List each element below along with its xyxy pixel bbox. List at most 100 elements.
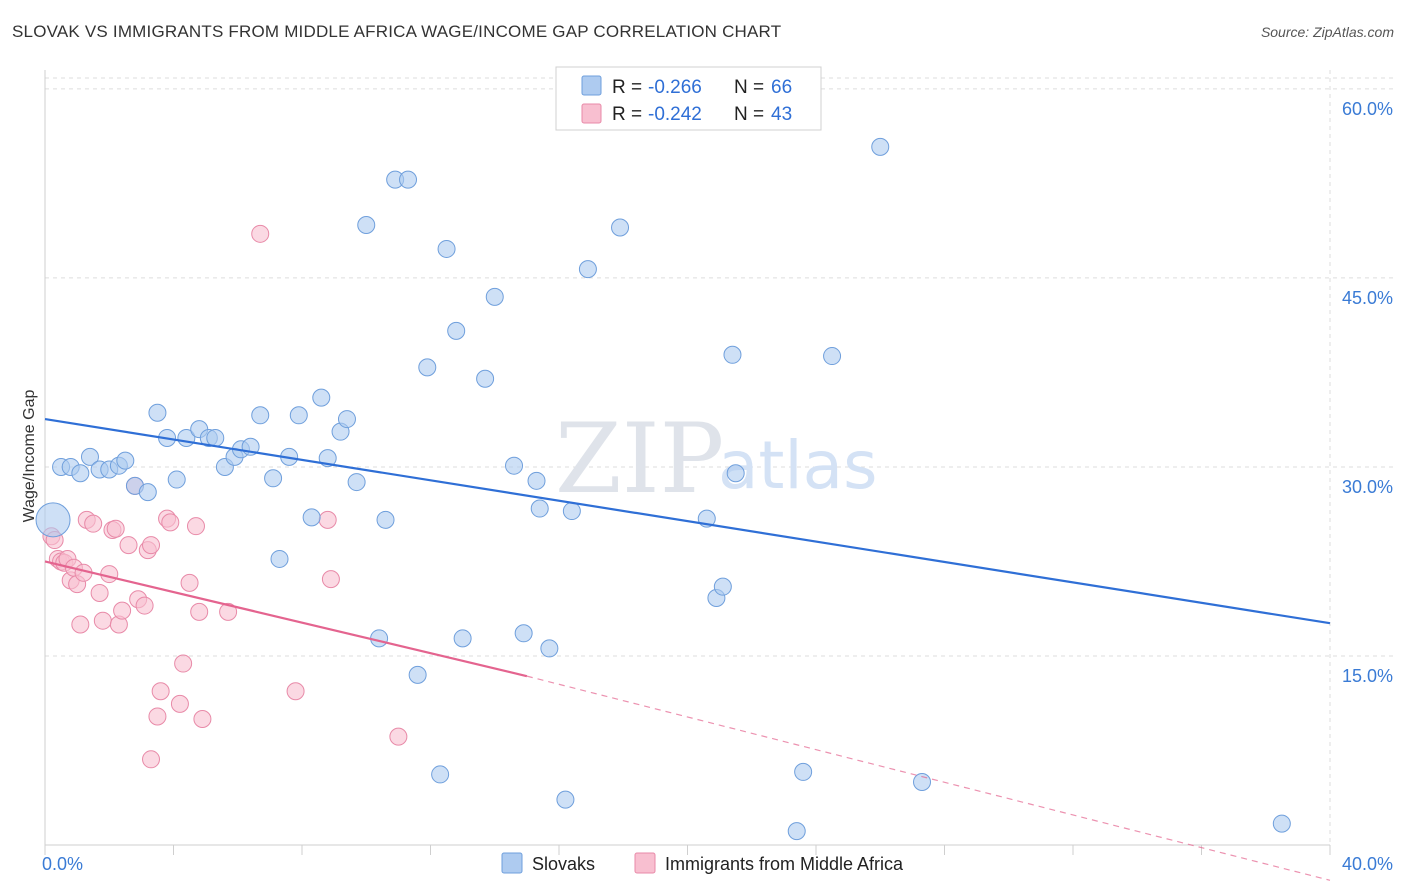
africa-point-36	[193, 709, 212, 728]
slovak-point-10	[138, 483, 157, 502]
africa-point-27	[148, 707, 167, 726]
legend-box: R = -0.266 N = 66 R = -0.242 N = 43	[555, 66, 822, 131]
slovak-point-50	[540, 639, 559, 658]
legend-africa-n-label: N =	[734, 104, 764, 125]
slovak-point-23	[264, 469, 283, 488]
africa-point-31	[170, 694, 189, 713]
slovak-point-47	[514, 624, 533, 643]
slovak-point-34	[370, 629, 389, 648]
africa-point-20	[119, 536, 138, 555]
slovak-point-65	[1272, 814, 1291, 833]
bottom-legend: Slovaks Immigrants from Middle Africa	[501, 852, 904, 874]
africa-point-41	[321, 570, 340, 589]
watermark: ZIP atlas	[555, 403, 878, 515]
legend-swatch-africa	[581, 103, 602, 124]
bottom-legend-africa: Immigrants from Middle Africa	[665, 854, 904, 874]
legend-slovak-n-value: 66	[771, 77, 792, 98]
series-africa-points	[42, 224, 408, 769]
slovak-point-0	[35, 502, 71, 538]
slovak-point-46	[505, 456, 524, 475]
slovak-point-35	[376, 510, 395, 529]
y-tick-label-1: 30.0%	[1342, 477, 1393, 497]
slovak-point-45	[485, 287, 504, 306]
slovak-point-40	[431, 765, 450, 784]
slovak-point-51	[556, 790, 575, 809]
africa-point-28	[151, 682, 170, 701]
legend-africa-n-value: 43	[771, 104, 792, 125]
africa-point-40	[318, 510, 337, 529]
x-tick-label-max: 40.0%	[1342, 854, 1393, 874]
africa-point-15	[100, 565, 119, 584]
bottom-legend-swatch-africa	[634, 852, 656, 874]
africa-point-42	[389, 727, 408, 746]
slovak-point-4	[80, 447, 99, 466]
africa-trend-line	[44, 560, 528, 678]
africa-point-37	[219, 602, 238, 621]
y-axis-label: Wage/Income Gap	[21, 390, 38, 523]
slovak-point-32	[347, 473, 366, 492]
source-label: Source: ZipAtlas.com	[1260, 24, 1394, 40]
slovak-point-8	[116, 451, 135, 470]
africa-point-34	[186, 517, 205, 536]
africa-point-38	[251, 224, 270, 243]
legend-slovak-n-label: N =	[734, 77, 764, 98]
legend-africa-r-label: R =	[612, 104, 642, 125]
slovak-point-49	[530, 499, 549, 518]
slovak-point-52	[562, 502, 581, 521]
bottom-legend-swatch-slovak	[501, 852, 523, 874]
y-tick-labels: 15.0% 30.0% 45.0% 60.0%	[1342, 99, 1393, 686]
slovak-point-53	[578, 260, 597, 279]
africa-point-13	[90, 583, 109, 602]
slovak-point-57	[713, 577, 732, 596]
slovak-point-28	[312, 388, 331, 407]
africa-point-39	[286, 682, 305, 701]
africa-point-30	[161, 513, 180, 532]
legend-africa-r-value: -0.242	[648, 104, 702, 125]
slovak-point-3	[71, 464, 90, 483]
africa-point-32	[174, 654, 193, 673]
slovak-point-63	[871, 137, 890, 156]
africa-point-17	[106, 519, 125, 538]
slovak-point-44	[476, 369, 495, 388]
africa-point-25	[142, 536, 161, 555]
slovak-point-54	[611, 218, 630, 237]
slovak-point-37	[399, 170, 418, 189]
chart-title: SLOVAK VS IMMIGRANTS FROM MIDDLE AFRICA …	[12, 22, 782, 41]
slovak-point-59	[726, 464, 745, 483]
slovak-point-41	[437, 239, 456, 258]
legend-swatch-slovak	[581, 75, 602, 96]
trend-lines	[44, 417, 1331, 881]
watermark-atlas: atlas	[718, 427, 878, 504]
africa-point-9	[71, 615, 90, 634]
legend-slovak-r-value: -0.266	[648, 77, 702, 98]
axes	[44, 70, 1331, 855]
y-tick-label-3: 60.0%	[1342, 99, 1393, 119]
slovak-point-31	[337, 410, 356, 429]
slovak-trend-line	[44, 417, 1331, 625]
africa-point-14	[93, 611, 112, 630]
africa-point-23	[135, 596, 154, 615]
bottom-legend-slovak: Slovaks	[532, 854, 595, 874]
africa-point-35	[190, 602, 209, 621]
slovak-point-26	[289, 406, 308, 425]
slovak-point-61	[794, 762, 813, 781]
slovak-point-33	[357, 216, 376, 234]
y-tick-label-2: 45.0%	[1342, 288, 1393, 308]
slovak-point-27	[302, 508, 321, 527]
legend-slovak-r-label: R =	[612, 77, 642, 98]
africa-point-33	[180, 573, 199, 592]
slovak-point-58	[723, 345, 742, 364]
slovak-point-22	[251, 406, 270, 425]
watermark-zip: ZIP	[555, 403, 724, 515]
slovak-point-43	[453, 629, 472, 648]
slovak-point-24	[270, 549, 289, 568]
slovak-point-42	[447, 321, 466, 340]
africa-point-26	[142, 750, 161, 769]
slovak-point-11	[148, 403, 167, 422]
slovak-point-13	[167, 470, 186, 489]
slovak-point-38	[408, 665, 427, 684]
slovak-point-17	[206, 428, 225, 447]
slovak-point-39	[418, 358, 437, 377]
slovak-point-62	[823, 347, 842, 366]
